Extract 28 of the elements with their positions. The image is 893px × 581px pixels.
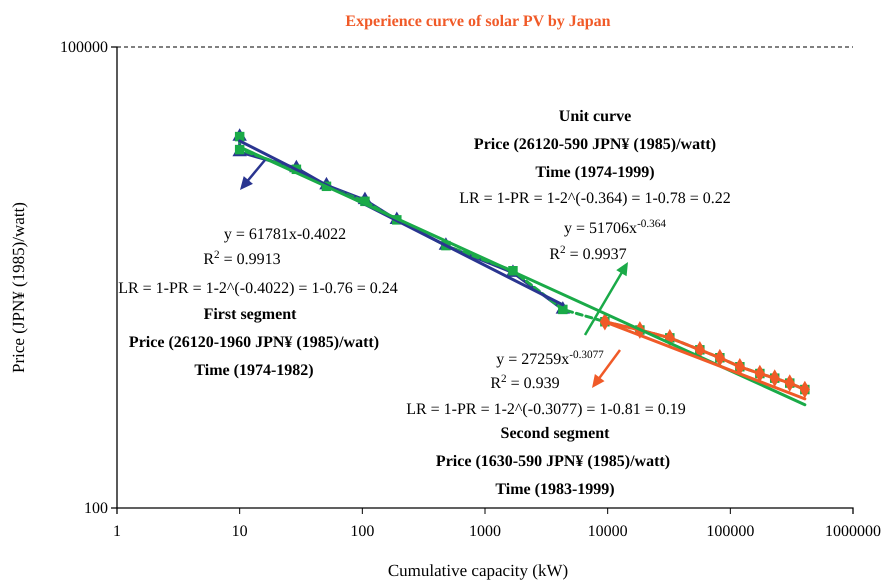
annotation: Price (1630-590 JPN¥ (1985)/watt): [436, 453, 670, 470]
x-tick-label: 10000: [588, 523, 628, 540]
chart-title: Experience curve of solar PV by Japan: [345, 13, 611, 30]
annotation: LR = 1-PR = 1-2^(-0.4022) = 1-0.76 = 0.24: [118, 280, 398, 297]
annotation: R$^{2}$ = 0.9913: [203, 249, 281, 268]
annotation: LR = 1-PR = 1-2^(-0.3077) = 1-0.81 = 0.19: [406, 401, 686, 418]
y-axis-title: Price (JPN¥ (1985)/watt): [9, 202, 28, 373]
annotation: y = 27259x$^{-0.3077}$: [496, 349, 604, 368]
x-axis-title: Cumulative capacity (kW): [388, 561, 568, 580]
annotation: Price (26120-590 JPN¥ (1985)/watt): [474, 136, 716, 153]
x-tick-label: 1000000: [825, 523, 881, 540]
annotation: Unit curve: [558, 108, 632, 125]
annotation: Time (1983-1999): [495, 481, 615, 498]
annotation: Time (1974-1982): [194, 362, 314, 379]
x-tick-label: 1000: [469, 523, 501, 540]
x-tick-label: 10: [232, 523, 248, 540]
annotation: LR = 1-PR = 1-2^(-0.364) = 1-0.78 = 0.22: [459, 190, 731, 207]
annotation: y = 51706x$^{-0.364}$: [564, 218, 666, 237]
annotation: First segment: [204, 306, 298, 323]
annotation: R$^{2}$ = 0.9937: [549, 244, 627, 263]
x-tick-label: 100: [350, 523, 374, 540]
x-tick-label: 100000: [706, 523, 754, 540]
annotation: Price (26120-1960 JPN¥ (1985)/watt): [128, 334, 380, 351]
annotation: y = 61781x-0.4022: [224, 226, 346, 243]
x-tick-label: 1: [113, 523, 121, 540]
annotation: R$^{2}$ = 0.939: [490, 373, 560, 392]
annotation: Time (1974-1999): [535, 164, 655, 181]
annotation: Second segment: [500, 425, 610, 442]
